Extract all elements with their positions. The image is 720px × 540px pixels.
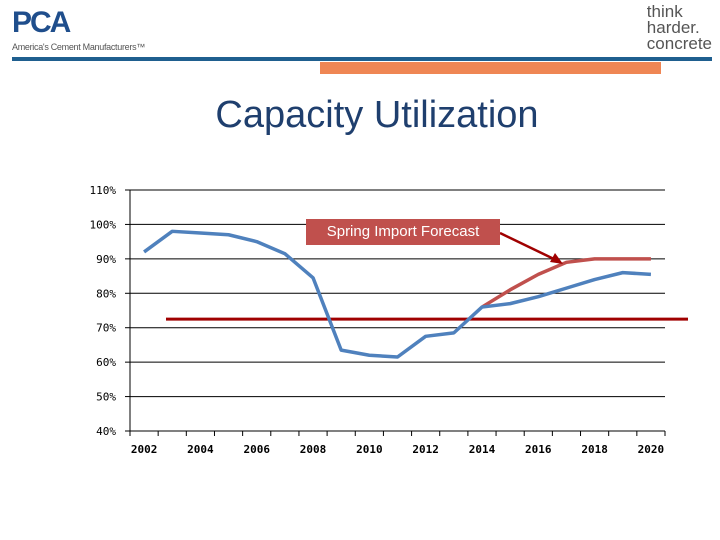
x-tick-label: 2020 <box>638 443 665 456</box>
pca-tagline: America's Cement Manufacturers™ <box>12 42 145 52</box>
y-tick-label: 40% <box>96 425 116 438</box>
y-tick-label: 50% <box>96 391 116 404</box>
y-tick-label: 80% <box>96 287 116 300</box>
y-tick-label: 70% <box>96 322 116 335</box>
accent-bar <box>320 62 661 74</box>
x-tick-label: 2006 <box>243 443 270 456</box>
actual-line <box>143 229 652 359</box>
slide-title: Capacity Utilization <box>215 94 539 136</box>
y-tick-label: 90% <box>96 253 116 266</box>
x-tick-label: 2014 <box>469 443 496 456</box>
arrow-head-icon <box>550 253 563 264</box>
forecast-line <box>481 257 651 309</box>
callout-arrow <box>499 231 557 262</box>
y-tick-label: 110% <box>90 184 117 197</box>
x-tick-label: 2010 <box>356 443 383 456</box>
logo-line: concrete <box>646 34 712 53</box>
y-tick-label: 60% <box>96 356 116 369</box>
x-tick-label: 2002 <box>131 443 158 456</box>
pca-logo-mark: PCA <box>12 6 71 39</box>
forecast-callout: Spring Import Forecast <box>306 219 500 245</box>
x-tick-label: 2004 <box>187 443 214 456</box>
pca-logo: PCA America's Cement Manufacturers™ <box>12 6 145 52</box>
logo-line: think <box>646 2 683 21</box>
x-tick-label: 2008 <box>300 443 327 456</box>
x-tick-label: 2012 <box>412 443 439 456</box>
header-rule <box>12 57 712 61</box>
think-harder-concrete-logo: think harder. concrete <box>646 2 712 53</box>
y-tick-label: 100% <box>90 218 117 231</box>
x-tick-label: 2016 <box>525 443 552 456</box>
x-tick-label: 2018 <box>581 443 608 456</box>
logo-line: harder. <box>646 18 700 37</box>
